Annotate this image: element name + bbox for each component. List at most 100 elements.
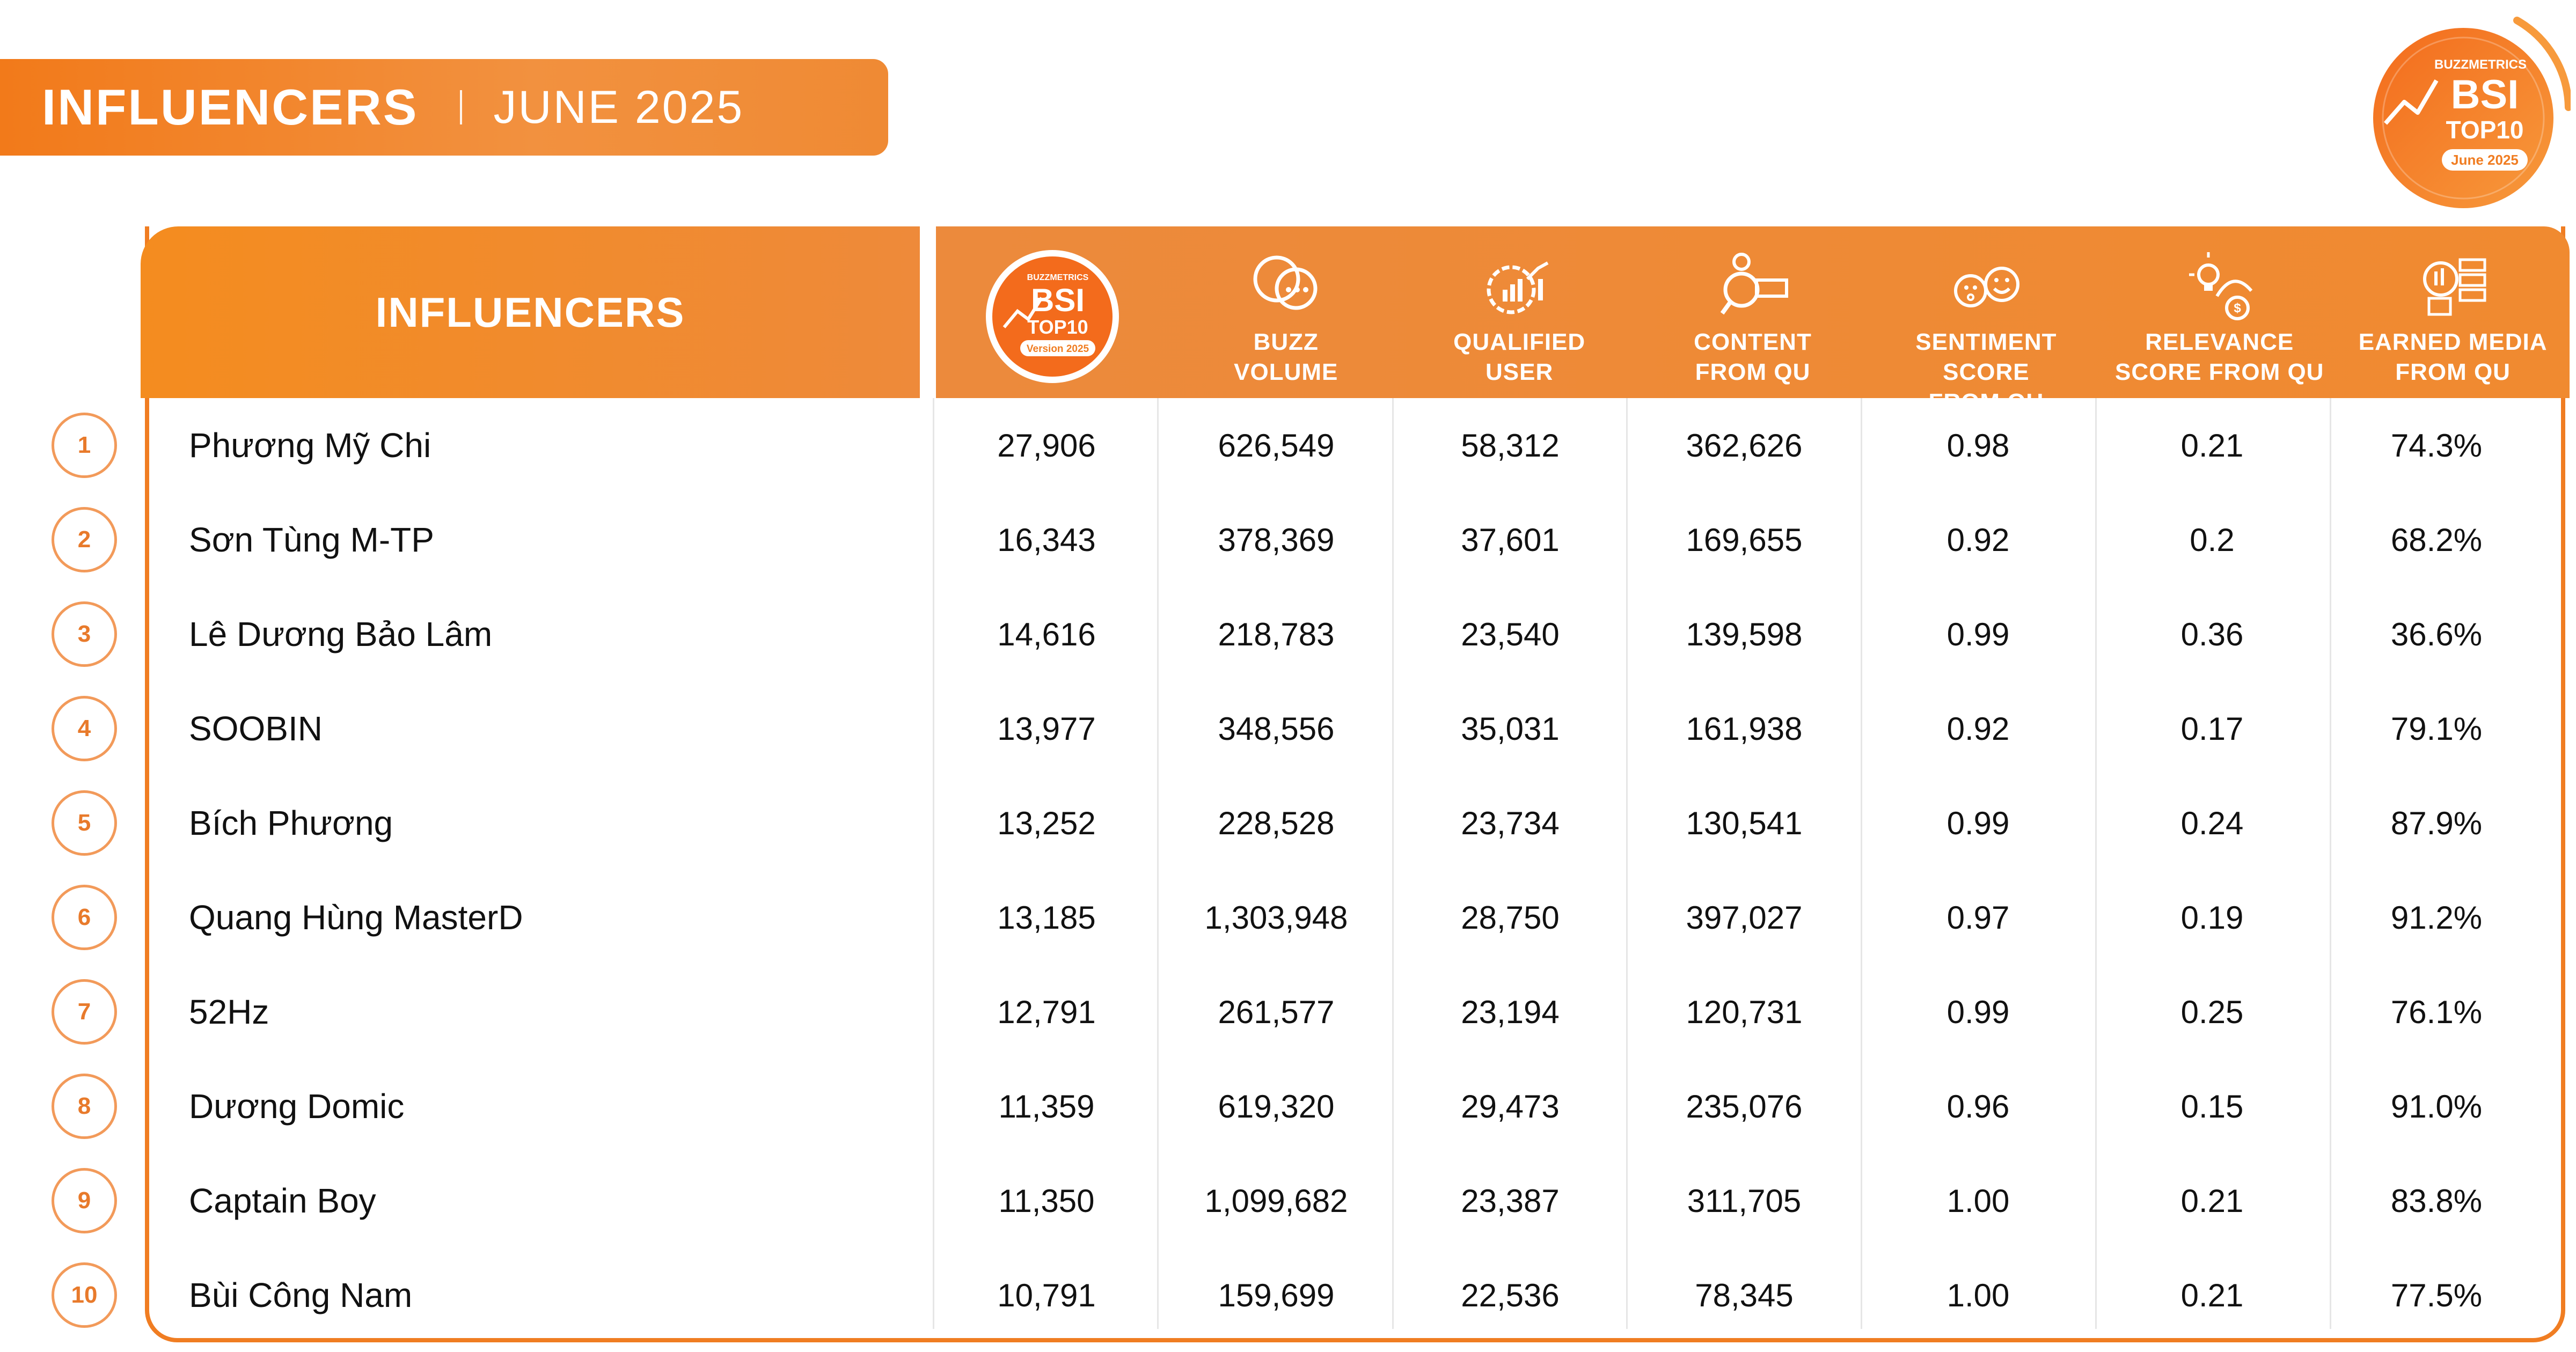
relevance-score-value: 0.15	[2180, 1088, 2244, 1125]
logo-date: June 2025	[2451, 152, 2519, 168]
banner-title: INFLUENCERS	[42, 79, 419, 135]
rank-badge: 6	[52, 885, 117, 950]
metric-headers: BUZZMETRICS BSI TOP10 Version 2025 BUZZ …	[936, 226, 2570, 415]
relevance-score-value: 0.21	[2180, 1182, 2244, 1219]
content-search-icon	[1713, 247, 1793, 322]
rank-badge: 7	[52, 979, 117, 1045]
content-from-qu-value: 169,655	[1686, 521, 1803, 558]
logo-brand: BUZZMETRICS	[2434, 57, 2527, 72]
table-row: 1 Phương Mỹ Chi 27,906 626,549 58,312 36…	[0, 398, 2576, 493]
column-divider	[1626, 398, 1628, 1329]
table-row: 2 Sơn Tùng M-TP 16,343 378,369 37,601 16…	[0, 493, 2576, 587]
column-divider	[2330, 398, 2331, 1329]
influencer-name: 52Hz	[189, 993, 269, 1031]
qualified-user-value: 58,312	[1461, 427, 1560, 464]
relevance-score-value: 0.2	[2190, 521, 2235, 558]
bsi-value: 27,906	[997, 427, 1096, 464]
qualified-user-label: QUALIFIED USER	[1453, 329, 1586, 385]
page-header-banner: INFLUENCERS JUNE 2025	[0, 59, 888, 156]
content-from-qu-value: 161,938	[1686, 710, 1803, 747]
qualified-user-value: 35,031	[1461, 710, 1560, 747]
column-divider	[1392, 398, 1394, 1329]
qualified-user-value: 23,734	[1461, 805, 1560, 841]
earned-media-value: 68.2%	[2390, 521, 2483, 558]
sentiment-score-value: 0.99	[1946, 994, 2010, 1030]
qualified-user-value: 22,536	[1461, 1277, 1560, 1313]
earned-media-value: 77.5%	[2390, 1277, 2483, 1313]
table-row: 9 Captain Boy 11,350 1,099,682 23,387 31…	[0, 1153, 2576, 1248]
bsi-column-header: BUZZMETRICS BSI TOP10 Version 2025	[936, 226, 1169, 398]
table-row: 5 Bích Phương 13,252 228,528 23,734 130,…	[0, 776, 2576, 870]
buzz-volume-label: BUZZ VOLUME	[1234, 329, 1338, 385]
buzz-volume-value: 1,303,948	[1204, 899, 1348, 936]
bsi-value: 14,616	[997, 616, 1096, 652]
sentiment-score-value: 1.00	[1946, 1182, 2010, 1219]
rank-badge: 5	[52, 790, 117, 856]
influencer-name: Quang Hùng MasterD	[189, 898, 523, 937]
bsi-value: 13,977	[997, 710, 1096, 747]
earned-media-value: 91.0%	[2390, 1088, 2483, 1125]
influencer-name: Sơn Tùng M-TP	[189, 520, 434, 559]
sentiment-score-value: 0.99	[1946, 616, 2010, 652]
bsi-top10-badge: BUZZMETRICS BSI TOP10 Version 2025	[983, 247, 1122, 386]
bsi-value: 12,791	[997, 994, 1096, 1030]
column-divider	[1861, 398, 1862, 1329]
earned-media-value: 91.2%	[2390, 899, 2483, 936]
buzz-volume-column-header: BUZZ VOLUME	[1169, 226, 1403, 398]
qualified-user-value: 37,601	[1461, 521, 1560, 558]
content-from-qu-value: 362,626	[1686, 427, 1803, 464]
ranking-table	[145, 226, 2565, 1342]
column-divider	[933, 398, 934, 1329]
idea-money-icon: $	[2179, 247, 2260, 322]
buzz-volume-value: 626,549	[1218, 427, 1335, 464]
buzz-volume-value: 261,577	[1218, 994, 1335, 1030]
badge-bsi: BSI	[1031, 282, 1085, 318]
relevance-score-value: 0.17	[2180, 710, 2244, 747]
bsi-value: 13,252	[997, 805, 1096, 841]
content-from-qu-value: 311,705	[1687, 1182, 1802, 1219]
relevance-score-column-header: $ RELEVANCE SCORE FROM QU	[2103, 226, 2336, 398]
rank-badge: 8	[52, 1074, 117, 1139]
table-row: 10 Bùi Công Nam 10,791 159,699 22,536 78…	[0, 1248, 2576, 1342]
sentiment-score-value: 0.96	[1946, 1088, 2010, 1125]
influencer-name: Bích Phương	[189, 804, 393, 842]
qualified-user-value: 29,473	[1461, 1088, 1560, 1125]
rank-badge: 1	[52, 413, 117, 478]
emoji-faces-icon	[1946, 247, 2026, 322]
sentiment-score-value: 0.99	[1946, 805, 2010, 841]
relevance-score-value: 0.21	[2180, 427, 2244, 464]
buzz-volume-value: 348,556	[1218, 710, 1335, 747]
table-row: 7 52Hz 12,791 261,577 23,194 120,731 0.9…	[0, 965, 2576, 1059]
column-divider	[2095, 398, 2097, 1329]
content-from-qu-value: 139,598	[1686, 616, 1803, 652]
content-from-qu-label: CONTENT FROM QU	[1694, 329, 1812, 385]
logo-top10: TOP10	[2446, 116, 2524, 144]
relevance-score-value: 0.24	[2180, 805, 2244, 841]
table-row: 3 Lê Dương Bảo Lâm 14,616 218,783 23,540…	[0, 587, 2576, 681]
influencer-name: Captain Boy	[189, 1181, 376, 1220]
sentiment-score-value: 0.92	[1946, 521, 2010, 558]
qualified-user-value: 23,194	[1461, 994, 1560, 1030]
influencer-name: Bùi Công Nam	[189, 1276, 413, 1314]
earned-media-value: 74.3%	[2390, 427, 2483, 464]
qualified-user-column-header: QUALIFIED USER	[1403, 226, 1636, 398]
influencer-name: Phương Mỹ Chi	[189, 426, 431, 465]
relevance-score-value: 0.25	[2180, 994, 2244, 1030]
earned-media-label: EARNED MEDIA FROM QU	[2358, 329, 2548, 385]
content-from-qu-column-header: CONTENT FROM QU	[1636, 226, 1870, 398]
table-body: 1 Phương Mỹ Chi 27,906 626,549 58,312 36…	[0, 398, 2576, 1342]
buzz-volume-value: 218,783	[1218, 616, 1335, 652]
badge-top10: TOP10	[1028, 316, 1088, 338]
rank-badge: 2	[52, 507, 117, 572]
relevance-score-label: RELEVANCE SCORE FROM QU	[2115, 329, 2324, 385]
influencers-column-header: INFLUENCERS	[141, 226, 920, 398]
sentiment-score-value: 0.97	[1946, 899, 2010, 936]
buzz-volume-value: 1,099,682	[1204, 1182, 1348, 1219]
banner-date: JUNE 2025	[493, 81, 744, 133]
media-server-icon	[2413, 247, 2493, 322]
logo-graphic: BUZZMETRICS BSI TOP10 June 2025	[2373, 17, 2572, 208]
sentiment-score-column-header: SENTIMENT SCORE FROM QU	[1869, 226, 2103, 415]
buzz-volume-value: 228,528	[1218, 805, 1335, 841]
rank-badge: 9	[52, 1168, 117, 1233]
rank-badge: 4	[52, 696, 117, 761]
